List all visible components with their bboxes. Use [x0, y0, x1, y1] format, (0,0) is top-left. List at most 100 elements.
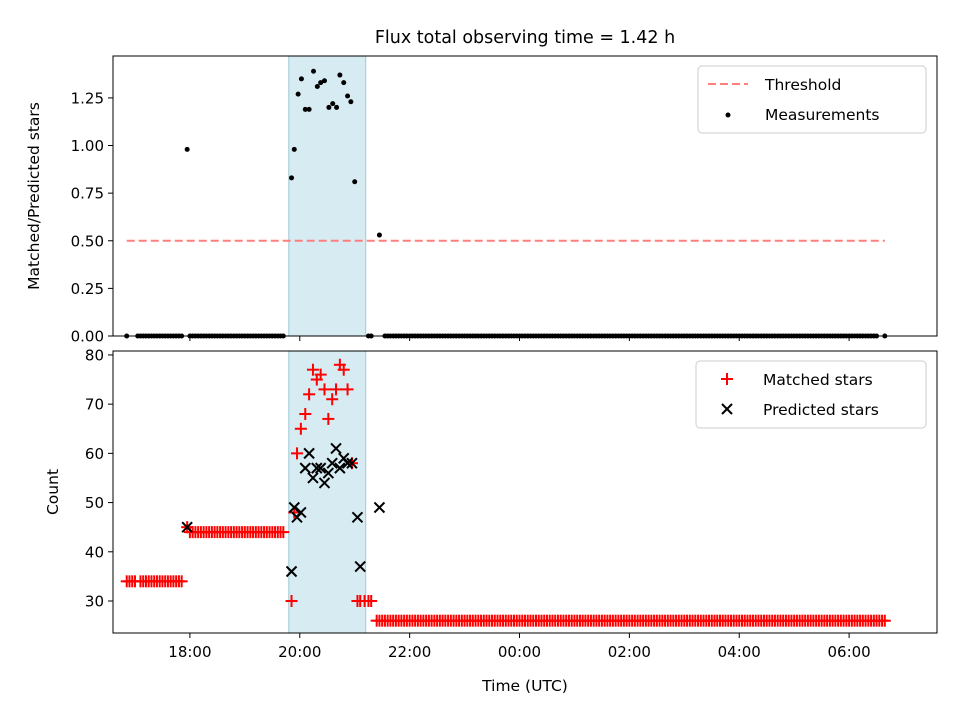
bottom-y-tick-label: 70 [85, 396, 104, 414]
top-axes-frame [112, 55, 938, 337]
predicted-star-point [285, 565, 298, 578]
measurement-point [352, 179, 358, 185]
measurement-point [184, 146, 190, 152]
legend-measurements-label: Measurements [765, 106, 880, 124]
measurement-point [289, 175, 295, 181]
x-tick-label: 04:00 [718, 643, 761, 661]
bottom-x-ticks: 18:00 20:00 22:00 00:00 02:00 04:00 06:00 [168, 633, 871, 661]
matched-star-point [306, 363, 319, 376]
matched-star-point [322, 412, 335, 425]
measurement-point [321, 78, 327, 84]
predicted-star-point [373, 501, 386, 514]
predicted-star-point [322, 467, 335, 479]
measurement-point [314, 83, 320, 89]
top-x-ticks [189, 336, 850, 341]
measurement-point [311, 68, 317, 74]
measurement-point [302, 106, 308, 112]
bottom-axes-frame [112, 350, 938, 634]
bottom-y-tick-label: 30 [85, 593, 104, 611]
x-tick-label: 02:00 [608, 643, 651, 661]
bottom-y-tick-label: 40 [85, 543, 104, 561]
predicted-star-point [351, 511, 364, 524]
predicted-star-point [181, 521, 193, 533]
legend-predicted-swatch [721, 403, 733, 415]
bottom-y-axis-label: Count [44, 469, 62, 515]
predicted-star-point [346, 457, 358, 469]
measurement-point [337, 72, 343, 78]
bottom-legend-frame [695, 360, 927, 429]
predicted-star-point [314, 462, 327, 474]
measurement-point [334, 104, 340, 110]
legend-matched-swatch [721, 373, 733, 385]
bottom-y-tick-label: 50 [85, 494, 104, 512]
predicted-star-point [341, 457, 354, 469]
measurement-point [376, 232, 382, 238]
matched-star-point [878, 614, 891, 627]
measurement-point [348, 99, 354, 105]
matched-star-point [291, 447, 304, 460]
predicted-star-points [181, 442, 386, 578]
top-legend-frame [697, 65, 927, 134]
measurement-point [318, 80, 324, 86]
predicted-star-point [354, 560, 366, 573]
matched-star-point [318, 383, 331, 396]
top-y-ticks: 0.00 0.25 0.50 0.75 1.00 1.25 [71, 89, 113, 346]
legend-measurements-swatch [725, 112, 731, 118]
measurement-point [345, 93, 351, 99]
top-panel: 0.00 0.25 0.50 0.75 1.00 1.25 Matched/Predict… [25, 55, 938, 346]
x-axis-label: Time (UTC) [481, 677, 568, 695]
predicted-star-point [299, 462, 311, 474]
bottom-panel: 30 40 50 60 70 80 18:00 20:00 22:00 00:00 02:00 04… [44, 346, 938, 695]
predicted-star-point [288, 501, 300, 514]
matched-star-point [294, 422, 307, 435]
predicted-star-point [303, 447, 315, 460]
predicted-star-point [326, 457, 338, 469]
matched-star-point [285, 595, 298, 608]
matched-star-point [337, 363, 350, 376]
measurement-point [341, 80, 347, 86]
matched-star-point [175, 575, 188, 588]
top-y-tick-label: 1.00 [71, 137, 104, 155]
x-tick-label: 00:00 [498, 643, 541, 661]
matched-star-point [330, 383, 343, 396]
measurement-point [295, 91, 301, 97]
matched-star-point [314, 368, 327, 381]
predicted-star-point [330, 442, 342, 455]
bottom-y-tick-label: 80 [85, 346, 104, 364]
top-y-tick-label: 1.25 [71, 89, 104, 107]
predicted-star-point [307, 472, 319, 484]
matched-star-point [277, 526, 290, 539]
top-y-tick-label: 0.00 [71, 328, 104, 346]
top-y-tick-label: 0.75 [71, 185, 104, 203]
bottom-y-ticks: 30 40 50 60 70 80 [85, 346, 113, 611]
x-tick-label: 22:00 [388, 643, 431, 661]
measurement-point [330, 101, 336, 107]
legend-threshold-label: Threshold [764, 76, 841, 94]
matched-star-point [341, 383, 354, 396]
measurement-point [326, 104, 332, 110]
chart-title: Flux total observing time = 1.42 h [375, 28, 675, 48]
bottom-shaded-span [288, 350, 367, 634]
bottom-y-tick-label: 60 [85, 445, 104, 463]
predicted-star-point [318, 477, 331, 489]
legend-predicted-label: Predicted stars [763, 401, 879, 419]
predicted-star-point [295, 506, 307, 519]
matched-star-point [365, 595, 378, 608]
measurement-point [306, 106, 312, 112]
top-legend: Threshold Measurements [697, 65, 927, 134]
predicted-star-point [311, 462, 323, 474]
measurement-point [298, 76, 304, 82]
x-tick-label: 20:00 [278, 643, 321, 661]
top-y-tick-label: 0.25 [71, 280, 104, 298]
top-shaded-span [288, 55, 367, 337]
x-tick-label: 06:00 [827, 643, 870, 661]
matched-star-point [326, 393, 339, 406]
matched-star-point [299, 407, 312, 420]
top-y-axis-label: Matched/Predicted stars [25, 102, 43, 290]
matched-star-points [120, 358, 891, 627]
bottom-legend: Matched stars Predicted stars [695, 360, 927, 429]
predicted-star-point [334, 462, 346, 474]
legend-matched-label: Matched stars [763, 371, 873, 389]
matched-star-point [303, 388, 316, 401]
